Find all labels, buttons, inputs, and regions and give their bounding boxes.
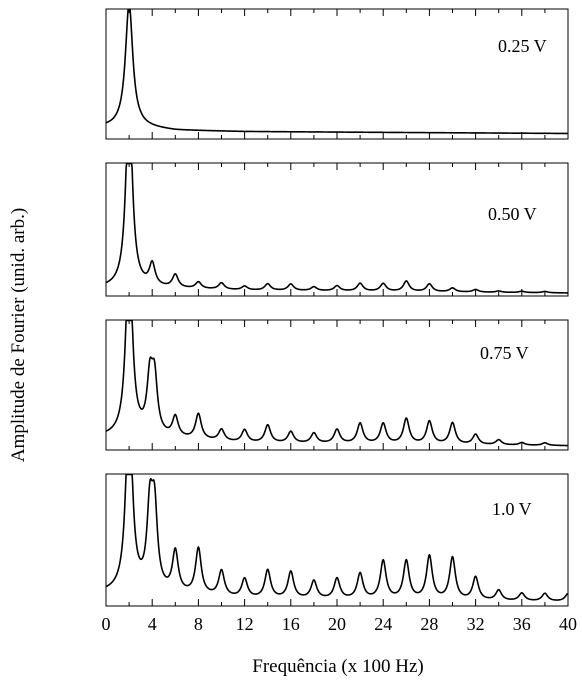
x-tick-label: 16	[282, 614, 300, 634]
panel-0.25v: 0.25 V	[105, 8, 569, 140]
x-ticks	[105, 9, 569, 139]
voltage-label: 1.0 V	[492, 499, 532, 519]
panel-frame	[105, 473, 569, 607]
x-ticks	[105, 599, 569, 606]
voltage-label: 0.25 V	[498, 36, 547, 56]
x-tick-label: 36	[513, 614, 531, 634]
y-axis-label: Amplitude de Fourier (unid. arb.)	[8, 208, 29, 462]
x-tick-label: 0	[102, 614, 111, 634]
x-tick-label: 4	[148, 614, 157, 634]
x-tick-label: 28	[420, 614, 438, 634]
x-tick-label: 40	[559, 614, 577, 634]
panel-0.75v: 0.75 V	[105, 319, 569, 451]
x-tick-label: 12	[236, 614, 254, 634]
spectrum-trace	[105, 8, 569, 135]
voltage-label: 0.50 V	[488, 204, 537, 224]
panel-frame	[105, 162, 569, 297]
x-axis-label: Frequência (x 100 Hz)	[252, 656, 423, 677]
x-ticks	[105, 320, 569, 450]
x-tick-label: 32	[467, 614, 485, 634]
panel-frame	[105, 8, 569, 140]
voltage-label: 0.75 V	[480, 343, 529, 363]
x-tick-label: 8	[194, 614, 203, 634]
spectrum-trace	[105, 319, 569, 447]
panel-1.0v: 1.0 V 0 4 8 12 16 20 24 28 32 36 40	[102, 473, 578, 634]
x-tick-label: 24	[374, 614, 392, 634]
x-ticks	[105, 163, 569, 296]
x-tick-labels: 0 4 8 12 16 20 24 28 32 36 40	[102, 614, 578, 634]
spectrum-trace	[105, 162, 569, 294]
spectrum-trace	[105, 473, 569, 601]
x-tick-label: 20	[328, 614, 346, 634]
panel-frame	[105, 319, 569, 451]
panel-0.50v: 0.50 V	[105, 162, 569, 297]
